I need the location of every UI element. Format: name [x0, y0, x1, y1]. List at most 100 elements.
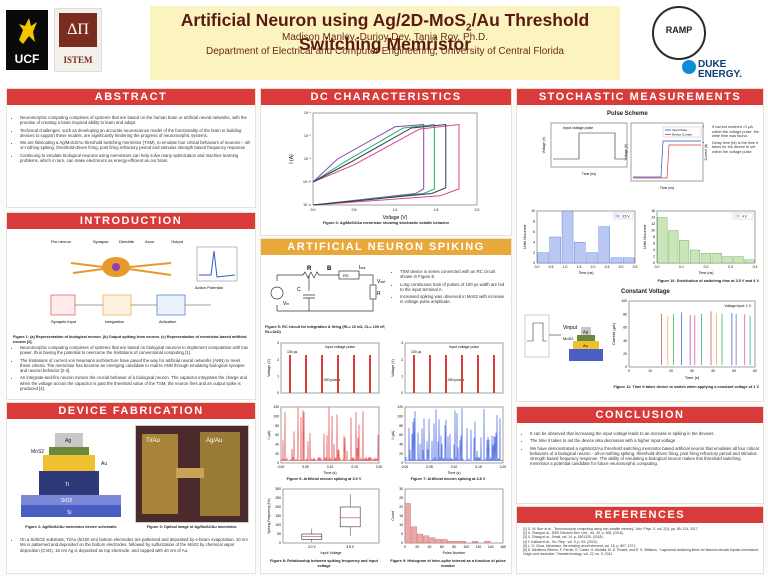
- reference-item: [3] X. Zhang et al., Small, vol. 14, p. …: [523, 535, 604, 540]
- x-axis-label: Voltage (V): [383, 215, 408, 221]
- histogram-bar: [722, 256, 733, 264]
- y-tick-label: 4: [533, 240, 535, 244]
- y-tick-label: 25: [399, 496, 403, 500]
- x-axis-label: Time (s): [323, 471, 336, 475]
- layer-au: [43, 455, 95, 471]
- y-tick-label: 15: [399, 514, 403, 518]
- figure2-caption: Figure 2: Ag/MoS2/Au memristor device sc…: [25, 525, 117, 529]
- reference-item: [1] G. W. Burr et al., "Neuromorphic com…: [523, 527, 699, 531]
- histogram-bar: [586, 252, 598, 264]
- pulse-title: Input voltage pulse: [449, 345, 479, 349]
- histogram-bar: [441, 539, 448, 544]
- histogram-bar: [690, 249, 701, 264]
- histogram-bar: [484, 541, 491, 544]
- label-rl: R: [307, 266, 312, 272]
- plot-frame: [282, 488, 380, 544]
- y-axis-label: Current (A): [704, 144, 708, 161]
- y-tick-label: 100: [273, 415, 279, 419]
- label-vin: Vin: [283, 301, 289, 307]
- resistor-rl2-icon: [369, 284, 377, 300]
- switching-time-hist-4v: 0.0 0.1 0.2 0.3 0.4 0 2 4 6 8 10 12 14 16 Units Occurr…: [643, 209, 757, 275]
- device-current-trace: [633, 144, 701, 179]
- x-tick-label: 0.1: [679, 265, 684, 269]
- label-activation: Activation: [159, 319, 176, 324]
- conclusion-bullet: We have demonstrated a Ag/MoS2/Au thresh…: [530, 446, 759, 467]
- x-tick-label: 10: [648, 369, 652, 373]
- istem-logo: ΔΠ ISTEM: [54, 8, 102, 72]
- input-pulse-trace: [633, 140, 701, 178]
- iv-series-0: [312, 123, 425, 206]
- figure3-caption: Figure 3: Optical image of Ag/MoS2/Au me…: [146, 525, 238, 529]
- plot-frame: [312, 112, 478, 206]
- reference-item: [5] L. O. Chua, Memristor, the missing c…: [523, 543, 637, 548]
- x-tick-label: 2.0: [475, 208, 480, 212]
- x-tick-label: 0.0: [311, 208, 316, 212]
- y-tick-label: 4: [653, 248, 655, 252]
- plot-frame: [404, 342, 504, 394]
- histogram-bar: [598, 226, 610, 264]
- y-tick-label: 40: [399, 443, 403, 447]
- ramp-logo: RAMP: [652, 6, 706, 60]
- nucleus-icon: [112, 263, 120, 271]
- pulse-scheme-title: Pulse Scheme: [607, 111, 648, 117]
- y-tick-label: 1: [277, 375, 279, 379]
- input-pulse: [321, 355, 323, 393]
- introduction-bullet: An integrate-and-fire neuron mimics the …: [20, 375, 251, 391]
- legend-label: 4 V: [742, 215, 748, 219]
- duke-energy-text: DUKE ENERGY.: [698, 59, 742, 80]
- histogram-bar: [404, 503, 411, 544]
- inset-pulse: [553, 132, 625, 160]
- x-axis-label: Time (s): [685, 375, 700, 380]
- ans-bullet: Long continuous train of pulses of 100 µ…: [400, 282, 507, 293]
- label-ti: Ti: [65, 482, 69, 488]
- box-iqr: [339, 506, 361, 528]
- x-tick-label: 0.10: [327, 465, 334, 469]
- poster-authors: Madison Manley, Durjoy Dev, Tania Roy, P…: [281, 32, 488, 43]
- y-tick-label: 10⁻¹⁰: [303, 180, 312, 184]
- x-tick-label: 0: [404, 545, 406, 549]
- x-tick-label: 0.15: [351, 465, 358, 469]
- figure1-caption: Figure 1: (a) Representation of biologic…: [13, 335, 247, 344]
- x-tick-label: 3.0: [619, 265, 624, 269]
- label-mos2: MoS2: [31, 449, 44, 455]
- figure5-caption: Figure 5: RC circuit for integration & f…: [265, 325, 386, 334]
- y-tick-label: 80: [623, 312, 627, 316]
- duke-energy-icon: [682, 60, 696, 74]
- x-tick-label: 0.20: [500, 465, 507, 469]
- y-tick-label: 2: [401, 358, 403, 362]
- conclusion-heading: CONCLUSION: [517, 407, 763, 423]
- x-axis-label: Input Voltage: [321, 551, 342, 555]
- label-synapse: Synapse: [93, 239, 109, 244]
- y-tick-label: 10: [531, 209, 535, 213]
- neuron-figure: Pre-neuron Synapse Dendrite Axon Output …: [50, 239, 238, 324]
- frequency-box-chart: 0 50 100 150 200 250 300 Spiking Frequency (Hz)…: [267, 487, 380, 555]
- input-pulse: [429, 355, 431, 393]
- reference-item: [6] D. Medeiros-Ribeiro, F. Perner, R. C…: [523, 548, 759, 557]
- introduction-body: Neuromorphic computing comprises of syst…: [13, 345, 251, 393]
- plot-frame: [280, 342, 380, 394]
- label-vout-v: V: [377, 279, 381, 285]
- label-output: Output: [171, 239, 184, 244]
- x-tick-label: 2.5: [605, 265, 610, 269]
- histogram-bar: [610, 257, 623, 264]
- y-tick-label: 30: [399, 487, 403, 491]
- histogram-bar: [657, 217, 668, 264]
- abstract-section: ABSTRACT Neuromorphic computing comprise…: [6, 88, 256, 208]
- optical-label-tiau: Ti/Au: [146, 438, 160, 444]
- title-main: Artificial Neuron using Ag/2D-MoS: [180, 10, 466, 30]
- x-axis-label: Time (s): [447, 471, 460, 475]
- optical-pad-left: [142, 434, 178, 514]
- ans-section: ARTIFICIAL NEURON SPIKING R B RS Iout Vo…: [260, 238, 512, 574]
- y-axis-label: I (A): [289, 154, 295, 164]
- layer-sio2: [21, 495, 121, 505]
- x-tick-label: 0.05: [426, 465, 433, 469]
- input-pulse: [353, 355, 355, 393]
- label-integration: Integration: [105, 319, 124, 324]
- histogram-bar: [711, 253, 722, 264]
- conclusion-bullet: It can be observed that increasing the i…: [530, 431, 759, 436]
- legend-swatch: [735, 214, 740, 218]
- y-tick-label: 0: [277, 461, 279, 465]
- y-tick-label: 2: [533, 251, 535, 255]
- input-pulse-chart-38v: 0 1 2 3 Voltage (V) Input voltage pulse 100 µs…: [391, 341, 504, 395]
- cv-label-au: Au: [583, 343, 588, 348]
